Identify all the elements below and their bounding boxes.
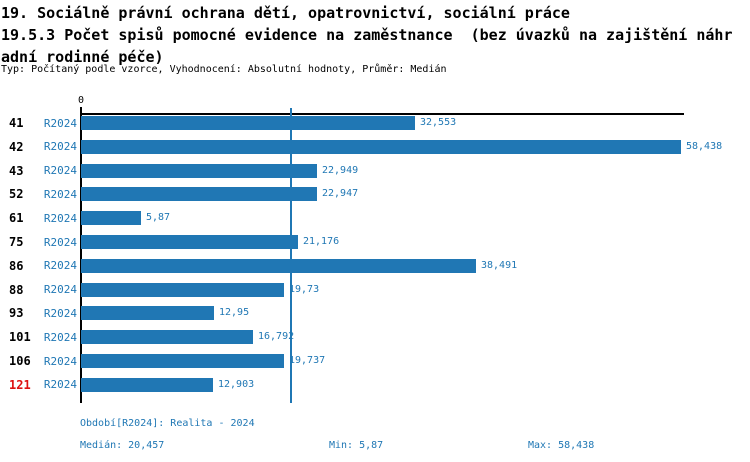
footer-max-label: Max: 58,438: [528, 440, 595, 451]
bar: [81, 163, 317, 178]
bar: [81, 377, 213, 392]
footer-median-label: Medián: 20,457: [80, 440, 165, 451]
series-period-label: R2024: [43, 116, 77, 130]
series-period-label: R2024: [43, 306, 77, 320]
series-period-label: R2024: [43, 187, 77, 201]
bar: [81, 306, 214, 321]
bar-value-label: 38,491: [481, 259, 518, 271]
report-title-line-1: 19. Sociálně právní ochrana dětí, opatro…: [1, 4, 570, 22]
bar: [81, 116, 415, 130]
bar-value-label: 22,947: [322, 188, 359, 200]
category-label: 93: [9, 306, 24, 321]
category-label: 121: [9, 377, 31, 392]
bar-value-label: 12,95: [219, 307, 250, 319]
footer-min-label: Min: 5,87: [329, 440, 384, 451]
bar-value-label: 58,438: [686, 140, 723, 152]
bar-value-label: 5,87: [146, 212, 171, 224]
category-label: 52: [9, 187, 24, 202]
bar: [81, 258, 476, 273]
category-label: 61: [9, 211, 24, 226]
bar: [81, 235, 298, 249]
report-meta-line: Typ: Počítaný podle vzorce, Vyhodnocení:…: [1, 64, 447, 75]
bar: [81, 330, 253, 345]
bar: [81, 139, 681, 154]
category-label: 42: [9, 139, 24, 154]
category-label: 86: [9, 258, 24, 273]
bar-value-label: 12,903: [218, 378, 255, 390]
bar: [81, 354, 284, 368]
category-label: 41: [9, 116, 24, 130]
y-axis-line: [80, 107, 82, 403]
series-period-label: R2024: [43, 330, 77, 344]
bar: [81, 211, 141, 226]
series-period-label: R2024: [43, 283, 77, 297]
bar-value-label: 32,553: [420, 117, 457, 128]
category-label: 101: [9, 330, 31, 345]
bar: [81, 187, 317, 202]
median-reference-line: [290, 108, 292, 403]
series-period-label: R2024: [43, 378, 77, 392]
series-period-label: R2024: [43, 354, 77, 368]
x-axis-line: [80, 113, 684, 115]
bar-value-label: 22,949: [322, 164, 359, 176]
report-title-line-3: adní rodinné péče): [1, 48, 164, 66]
x-axis-tick-zero: 0: [77, 95, 85, 106]
category-label: 106: [9, 354, 31, 368]
bar: [81, 282, 284, 297]
bar-value-label: 16,792: [258, 331, 295, 343]
series-period-label: R2024: [43, 211, 77, 225]
category-label: 88: [9, 282, 24, 297]
series-period-label: R2024: [43, 164, 77, 178]
series-period-label: R2024: [43, 259, 77, 273]
series-period-label: R2024: [43, 235, 77, 249]
bar-value-label: 21,176: [303, 236, 340, 247]
bar-value-label: 19,73: [289, 283, 320, 295]
report-title-line-2: 19.5.3 Počet spisů pomocné evidence na z…: [1, 26, 733, 44]
series-period-label: R2024: [43, 140, 77, 154]
category-label: 43: [9, 163, 24, 178]
footer-period-label: Období[R2024]: Realita - 2024: [80, 418, 255, 429]
bar-value-label: 19,737: [289, 355, 326, 366]
category-label: 75: [9, 235, 24, 249]
